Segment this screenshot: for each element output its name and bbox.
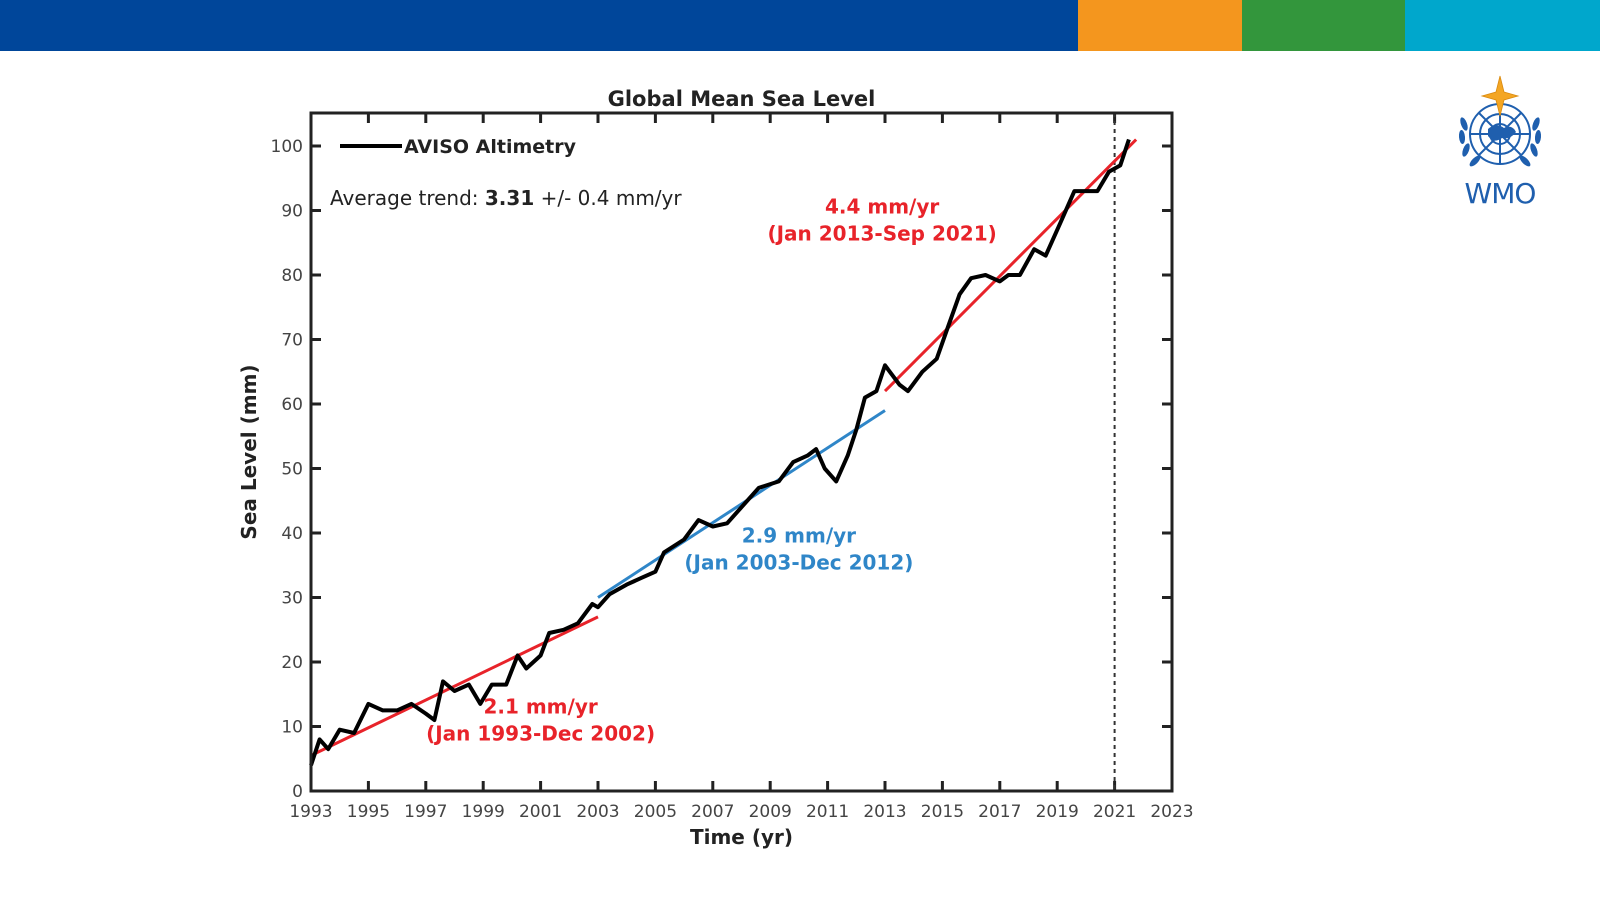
y-axis-label: Sea Level (mm) <box>237 364 261 539</box>
trend-2013-2021-period: (Jan 2013-Sep 2021) <box>767 222 996 246</box>
x-tick-label: 2017 <box>978 802 1021 822</box>
x-tick-label: 2003 <box>576 802 619 822</box>
x-axis-label: Time (yr) <box>690 825 793 849</box>
header-bar-blue <box>0 0 1078 51</box>
wmo-logo: WMO <box>1450 74 1550 214</box>
y-tick-label: 10 <box>281 718 303 738</box>
wmo-logo-text: WMO <box>1464 177 1537 210</box>
header-bar-cyan <box>1405 0 1600 51</box>
trend-2013-2021-line <box>883 138 1138 393</box>
x-tick-label: 2011 <box>806 802 849 822</box>
trend-annotations: 2.1 mm/yr (Jan 1993-Dec 2002) 2.9 mm/yr (Ja… <box>426 195 997 746</box>
average-trend-prefix: Average trend: <box>330 186 485 210</box>
y-axis-ticks: 0 10 20 30 40 50 60 70 80 90 100 <box>271 137 1172 802</box>
trend-lines <box>310 138 1138 757</box>
y-tick-label: 80 <box>281 266 303 286</box>
x-tick-label: 2021 <box>1093 802 1136 822</box>
series-line-aviso-altimetry <box>309 138 1131 766</box>
y-tick-label: 20 <box>281 653 303 673</box>
trend-2003-2012-rate: 2.9 mm/yr <box>742 524 856 548</box>
legend: AVISO Altimetry <box>340 136 577 158</box>
header-bar-green <box>1242 0 1405 51</box>
x-tick-label: 2019 <box>1036 802 1079 822</box>
y-tick-label: 40 <box>281 524 303 544</box>
wmo-emblem-icon <box>1458 75 1542 167</box>
header-bar-orange <box>1078 0 1242 51</box>
plot-frame <box>309 111 1174 793</box>
x-tick-label: 2005 <box>634 802 677 822</box>
average-trend-value: 3.31 <box>485 186 534 210</box>
x-tick-label: 2015 <box>921 802 964 822</box>
y-tick-label: 50 <box>281 460 303 480</box>
x-tick-label: 1997 <box>404 802 447 822</box>
trend-1993-2002-rate: 2.1 mm/yr <box>483 695 597 719</box>
x-tick-label: 2007 <box>691 802 734 822</box>
x-tick-label: 1993 <box>289 802 332 822</box>
trend-1993-2002-period: (Jan 1993-Dec 2002) <box>426 722 655 746</box>
average-trend-annotation: Average trend: 3.31 +/- 0.4 mm/yr <box>330 186 682 210</box>
y-tick-label: 90 <box>281 202 303 222</box>
y-tick-label: 0 <box>292 782 303 802</box>
trend-2003-2012-line <box>597 409 886 599</box>
header-color-bar <box>0 0 1600 51</box>
y-tick-label: 100 <box>271 137 303 157</box>
x-tick-label: 2001 <box>519 802 562 822</box>
y-tick-label: 60 <box>281 395 303 415</box>
y-tick-label: 30 <box>281 589 303 609</box>
x-tick-label: 2009 <box>749 802 792 822</box>
x-tick-label: 1999 <box>462 802 505 822</box>
x-tick-label: 2013 <box>863 802 906 822</box>
star-icon <box>1480 75 1520 117</box>
x-tick-label: 2023 <box>1150 802 1193 822</box>
x-tick-label: 1995 <box>347 802 390 822</box>
x-axis-ticks: 1993 1995 1997 1999 2001 2003 2005 2007 2009 2011… <box>289 113 1194 822</box>
y-tick-label: 70 <box>281 331 303 351</box>
trend-2003-2012-period: (Jan 2003-Dec 2012) <box>684 551 913 575</box>
average-trend-suffix: +/- 0.4 mm/yr <box>534 186 682 210</box>
legend-label-aviso: AVISO Altimetry <box>404 136 577 158</box>
chart-title: Global Mean Sea Level <box>608 87 876 111</box>
trend-2013-2021-rate: 4.4 mm/yr <box>825 195 939 219</box>
trend-1993-2002-line <box>310 615 599 757</box>
